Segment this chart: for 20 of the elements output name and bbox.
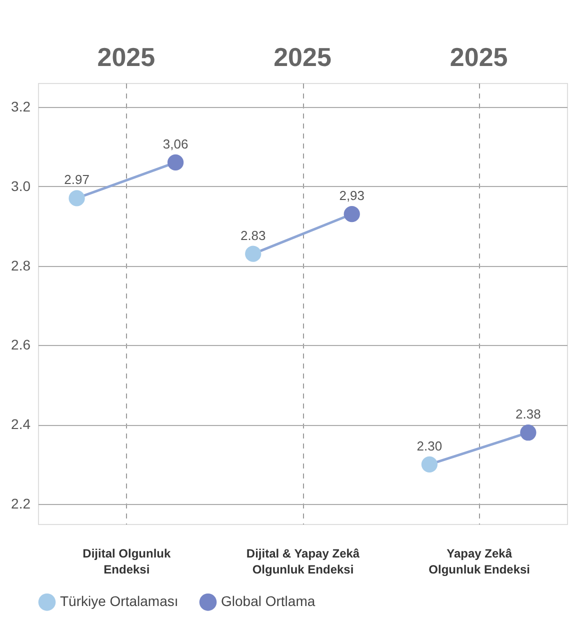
data-label: 2.30 <box>416 438 442 454</box>
data-label: 2.97 <box>64 172 90 188</box>
y-tick-label: 2.8 <box>11 257 31 274</box>
text: 2025 <box>97 42 156 72</box>
text: 2025 <box>274 42 332 72</box>
x-tick-label: Dijital Olgunluk Endeksi <box>82 546 171 576</box>
data-label: 3,06 <box>162 136 188 152</box>
y-tick-label: 2.4 <box>11 416 31 432</box>
data-label: 2.38 <box>516 406 541 422</box>
text: 2025 <box>450 42 508 72</box>
legend-label: Global Ortlama <box>221 593 316 610</box>
y-tick-label: 2.2 <box>11 496 31 512</box>
data-label: 2,93 <box>339 188 365 204</box>
y-tick-label: 3.0 <box>11 178 31 194</box>
x-tick-label: Yapay Zekâ Olgunluk Endeksi <box>428 546 530 576</box>
x-tick-label: Dijital & Yapay Zekâ Olgunluk Endeksi <box>246 546 360 576</box>
y-tick-label: 2.6 <box>11 336 31 353</box>
legend-label: Türkiye Ortalaması <box>60 593 178 610</box>
y-tick-label: 3.2 <box>11 98 31 114</box>
data-label: 2.83 <box>240 228 266 243</box>
